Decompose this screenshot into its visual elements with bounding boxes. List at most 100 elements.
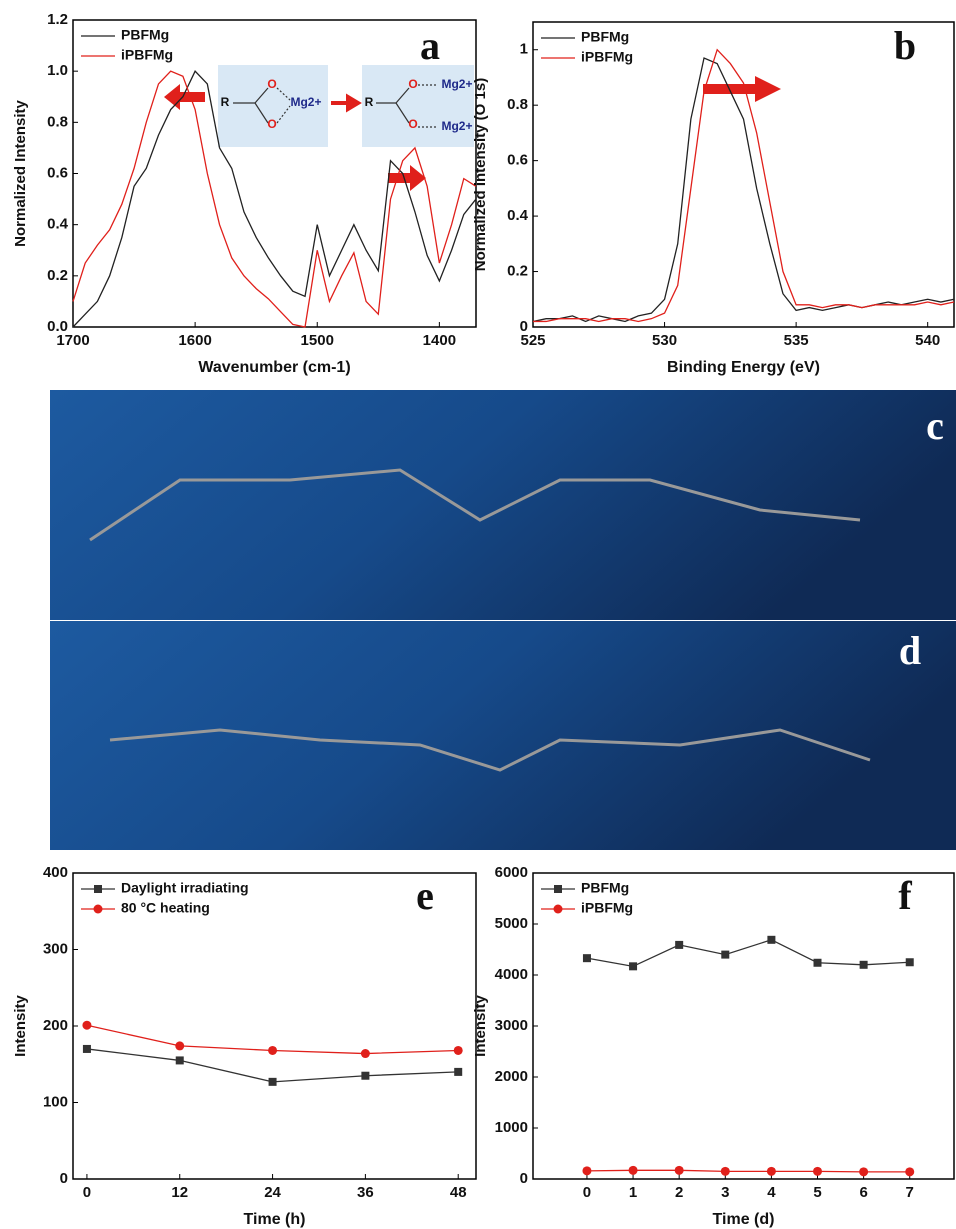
legend-label: PBFMg (581, 880, 629, 896)
marker (766, 1166, 776, 1176)
y-axis-label: Normalized intensity (O 1s) (472, 78, 489, 271)
y-tick-label: 0.6 (47, 164, 68, 181)
inset-label: Mg2+ (441, 77, 472, 91)
marker (859, 1167, 869, 1177)
x-axis-label: Binding Energy (eV) (667, 359, 820, 376)
x-tick-label: 0 (83, 1184, 91, 1201)
y-tick-label: 1 (520, 41, 528, 58)
x-tick-label: 5 (813, 1184, 821, 1201)
x-tick-label: 535 (784, 332, 809, 349)
x-axis-label: Time (d) (713, 1211, 775, 1228)
y-tick-label: 0.4 (507, 207, 529, 224)
marker (628, 1165, 638, 1175)
y-tick-label: 2000 (495, 1068, 528, 1085)
y-tick-label: 4000 (495, 966, 528, 983)
inset-label: O (408, 77, 417, 91)
marker (675, 940, 684, 949)
legend-label: iPBFMg (581, 900, 633, 916)
y-tick-label: 0.2 (47, 267, 68, 284)
x-tick-label: 540 (915, 332, 940, 349)
marker (175, 1056, 184, 1065)
y-tick-label: 100 (43, 1093, 68, 1110)
inset-label: O (408, 117, 417, 131)
molecule-image-c (50, 390, 956, 620)
y-tick-label: 5000 (495, 915, 528, 932)
x-tick-label: 1400 (423, 332, 456, 349)
y-axis-label: Intensity (472, 995, 489, 1057)
marker (720, 1166, 730, 1176)
marker (905, 1167, 915, 1177)
legend-marker (93, 904, 103, 914)
y-tick-label: 0.8 (507, 96, 528, 113)
plot-frame (72, 872, 477, 1180)
shift-arrows (164, 76, 781, 191)
x-tick-label: 1700 (56, 332, 89, 349)
x-tick-label: 0 (583, 1184, 591, 1201)
x-axis-label: Time (h) (244, 1211, 306, 1228)
legend-label: 80 °C heating (121, 900, 210, 916)
x-tick-label: 1600 (178, 332, 211, 349)
molecule-image-d (50, 621, 956, 850)
x-tick-label: 6 (859, 1184, 867, 1201)
series-line (72, 70, 477, 328)
y-tick-label: 0.6 (507, 152, 528, 169)
marker (360, 1049, 370, 1059)
y-tick-label: 1.0 (47, 62, 68, 79)
marker (721, 950, 730, 959)
inset-label: O (267, 117, 276, 131)
y-tick-label: 0.0 (47, 318, 68, 335)
inset-label: O (267, 77, 276, 91)
legend-label: PBFMg (581, 29, 629, 45)
x-tick-label: 48 (450, 1184, 467, 1201)
marker (82, 1044, 91, 1053)
y-tick-label: 1.2 (47, 11, 68, 28)
inset-label: R (365, 95, 374, 109)
marker (268, 1045, 278, 1055)
inset (218, 65, 474, 147)
x-tick-label: 525 (520, 332, 545, 349)
series-line (72, 70, 477, 328)
inset-label: Mg2+ (441, 119, 472, 133)
legend-marker (553, 904, 563, 914)
marker (454, 1067, 463, 1076)
x-tick-label: 3 (721, 1184, 729, 1201)
series-line (533, 48, 955, 323)
series-line (586, 939, 910, 968)
panel-letter: e (416, 873, 434, 918)
y-tick-label: 0 (520, 318, 528, 335)
series-line (532, 57, 955, 323)
x-tick-label: 36 (357, 1184, 374, 1201)
inset-label: R (221, 95, 230, 109)
plot-frame (532, 21, 955, 328)
legend-label: iPBFMg (581, 49, 633, 65)
y-tick-label: 300 (43, 940, 68, 957)
y-axis-label: Normalized Intensity (12, 99, 29, 246)
x-tick-label: 1500 (301, 332, 334, 349)
marker (813, 1166, 823, 1176)
panel-letter: b (894, 23, 916, 68)
panel-letter: f (898, 873, 912, 918)
series-line (586, 1169, 910, 1173)
x-tick-label: 4 (767, 1184, 776, 1201)
x-tick-label: 7 (906, 1184, 914, 1201)
marker (361, 1071, 370, 1080)
marker (82, 1020, 92, 1030)
x-tick-label: 1 (629, 1184, 637, 1201)
legend-label: iPBFMg (121, 47, 173, 63)
y-tick-label: 6000 (495, 864, 528, 881)
molecule-sketch (89, 468, 871, 772)
y-tick-label: 0 (520, 1170, 528, 1187)
inset-label: Mg2+ (290, 95, 321, 109)
panel-letter: d (899, 628, 921, 673)
legend-marker (554, 885, 562, 893)
x-tick-label: 24 (264, 1184, 281, 1201)
marker (629, 962, 638, 971)
marker (175, 1041, 185, 1051)
y-tick-label: 1000 (495, 1119, 528, 1136)
legend-label: Daylight irradiating (121, 880, 249, 896)
y-tick-label: 200 (43, 1017, 68, 1034)
x-tick-label: 2 (675, 1184, 683, 1201)
plot-frame (532, 872, 955, 1180)
legend-label: PBFMg (121, 27, 169, 43)
